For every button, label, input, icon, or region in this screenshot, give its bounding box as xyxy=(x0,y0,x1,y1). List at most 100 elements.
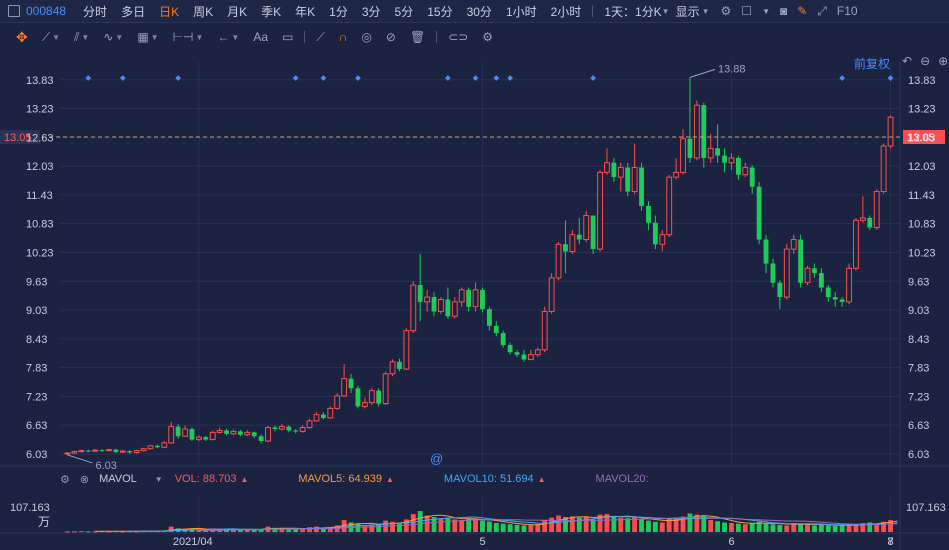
candle xyxy=(154,445,160,448)
custom-period-dropdown[interactable]: 1天：1分K xyxy=(604,4,662,19)
candle xyxy=(368,390,375,404)
stock-code[interactable]: 000848 xyxy=(26,4,67,18)
volume-bar xyxy=(867,522,873,532)
candle xyxy=(742,167,749,176)
up-arrow-icon: ▲ xyxy=(240,474,249,484)
window-toggle-icon[interactable] xyxy=(8,5,20,17)
tab-3min[interactable]: 3分 xyxy=(361,4,381,19)
f10-button[interactable]: F10 xyxy=(836,4,858,18)
candle xyxy=(583,215,590,241)
candle xyxy=(569,234,576,253)
volume-bar xyxy=(431,517,437,532)
gear-icon[interactable]: ⚙ xyxy=(720,4,732,18)
price-tick-left: 6.63 xyxy=(26,420,47,432)
event-marker xyxy=(507,75,513,81)
date-axis: 2021/04 5 6 78 xyxy=(173,536,894,548)
tab-30min[interactable]: 30分 xyxy=(466,4,492,19)
channel-tool-icon[interactable]: ⫽ ▼ xyxy=(74,29,90,44)
tab-duori[interactable]: 多日 xyxy=(121,4,146,19)
tab-niank[interactable]: 年K xyxy=(295,4,316,19)
candle xyxy=(251,432,257,437)
chevron-down-icon[interactable]: ▼ xyxy=(762,6,770,16)
camera-icon[interactable]: ◙ xyxy=(779,4,788,18)
volume-bar xyxy=(417,511,423,532)
hide-icon[interactable]: ⊘ xyxy=(385,30,396,44)
price-tick-right: 12.03 xyxy=(908,161,936,173)
arrow-tool-icon[interactable]: ← ▼ xyxy=(217,30,240,44)
volume-bar xyxy=(694,514,700,532)
price-axis: 13.83 13.83 13.23 13.23 12.63 12.63 12.03 12.03… xyxy=(26,75,936,461)
volume-bar xyxy=(410,514,416,532)
price-tick-right: 6.63 xyxy=(908,420,929,432)
close-icon[interactable]: ⊗ xyxy=(79,473,90,486)
volume-bar xyxy=(666,518,672,532)
text-tool-icon[interactable]: Aa xyxy=(253,30,269,44)
volume-bar xyxy=(687,513,693,532)
volume-bar xyxy=(832,526,838,532)
candle xyxy=(687,138,693,158)
settings-icon[interactable]: ⚙ xyxy=(482,30,494,44)
chevron-down-icon[interactable]: ▼ xyxy=(701,6,710,16)
volume-bar xyxy=(597,514,603,532)
gear-icon[interactable]: ⚙ xyxy=(60,473,70,486)
candle xyxy=(701,105,707,158)
tab-1min[interactable]: 1分 xyxy=(329,4,348,19)
volume-bar xyxy=(244,529,250,532)
volume-bar xyxy=(652,521,658,532)
candle xyxy=(839,299,845,302)
volume-bar xyxy=(680,516,686,532)
tab-zhouk[interactable]: 周K xyxy=(193,4,214,19)
mavol-line xyxy=(198,516,898,531)
chart-pattern-icon[interactable]: ▦ ▼ xyxy=(137,30,159,44)
tab-jik[interactable]: 季K xyxy=(261,4,282,19)
magnet-icon[interactable]: ∩ xyxy=(338,30,348,44)
volume-unit: 万 xyxy=(38,515,50,529)
chevron-down-icon[interactable]: ▼ xyxy=(661,6,670,16)
volume-bar xyxy=(805,524,810,532)
fuquan-dropdown[interactable]: 前复权 xyxy=(854,57,891,71)
tab-5min[interactable]: 5分 xyxy=(394,4,414,19)
crosshair-move-icon[interactable]: ✥ xyxy=(16,28,28,45)
volume-bar xyxy=(576,517,582,532)
tab-fenshi[interactable]: 分时 xyxy=(83,4,108,19)
indicator-name[interactable]: MAVOL xyxy=(99,473,137,485)
tab-1hour[interactable]: 1小时 xyxy=(505,4,537,19)
undo-icon[interactable]: ↶ xyxy=(902,54,913,68)
link-icon[interactable]: ⊂⊃ xyxy=(448,30,469,44)
display-dropdown[interactable]: 显示 xyxy=(675,4,700,19)
candle xyxy=(652,222,658,245)
tab-2hour[interactable]: 2小时 xyxy=(550,4,582,19)
comment-icon[interactable]: ▭ xyxy=(282,30,294,44)
zoom-out-icon[interactable]: ⊖ xyxy=(920,54,931,68)
chevron-down-icon[interactable]: ▼ xyxy=(154,474,163,484)
candle xyxy=(527,354,534,360)
volume-bar xyxy=(78,531,84,533)
volume-bar xyxy=(320,527,326,532)
candle xyxy=(639,167,644,206)
price-tick-left: 10.83 xyxy=(26,219,54,231)
checkbox-icon[interactable]: ☐ xyxy=(741,4,753,18)
price-tick-left: 7.83 xyxy=(26,363,47,375)
candle xyxy=(555,243,562,279)
visibility-icon[interactable]: ◎ xyxy=(361,30,372,44)
volume-bar xyxy=(514,524,520,532)
line-tool-icon[interactable]: ⟋ ▼ xyxy=(41,29,61,44)
tab-yuek[interactable]: 月K xyxy=(227,4,248,19)
pencil-icon[interactable]: ✎ xyxy=(797,4,808,18)
trash-icon[interactable]: 🗑︎ xyxy=(409,30,426,44)
volume-axis-top: 107.163 xyxy=(10,502,50,514)
ruler-icon[interactable]: ⟋ xyxy=(316,29,325,44)
candle xyxy=(707,147,714,159)
event-marker xyxy=(839,75,845,81)
candle xyxy=(486,309,492,326)
tab-15min[interactable]: 15分 xyxy=(427,4,453,19)
candle xyxy=(777,282,783,298)
mavol20-value: MAVOL20: xyxy=(595,473,649,485)
wave-tool-icon[interactable]: ∿ ▼ xyxy=(103,30,124,44)
zoom-in-icon[interactable]: ⊕ xyxy=(938,54,949,68)
fullscreen-icon[interactable]: ⤢ xyxy=(817,3,827,18)
candle xyxy=(673,171,680,178)
tab-rik[interactable]: 日K xyxy=(159,4,180,19)
range-tool-icon[interactable]: ⊢⊣ ▼ xyxy=(172,30,204,44)
